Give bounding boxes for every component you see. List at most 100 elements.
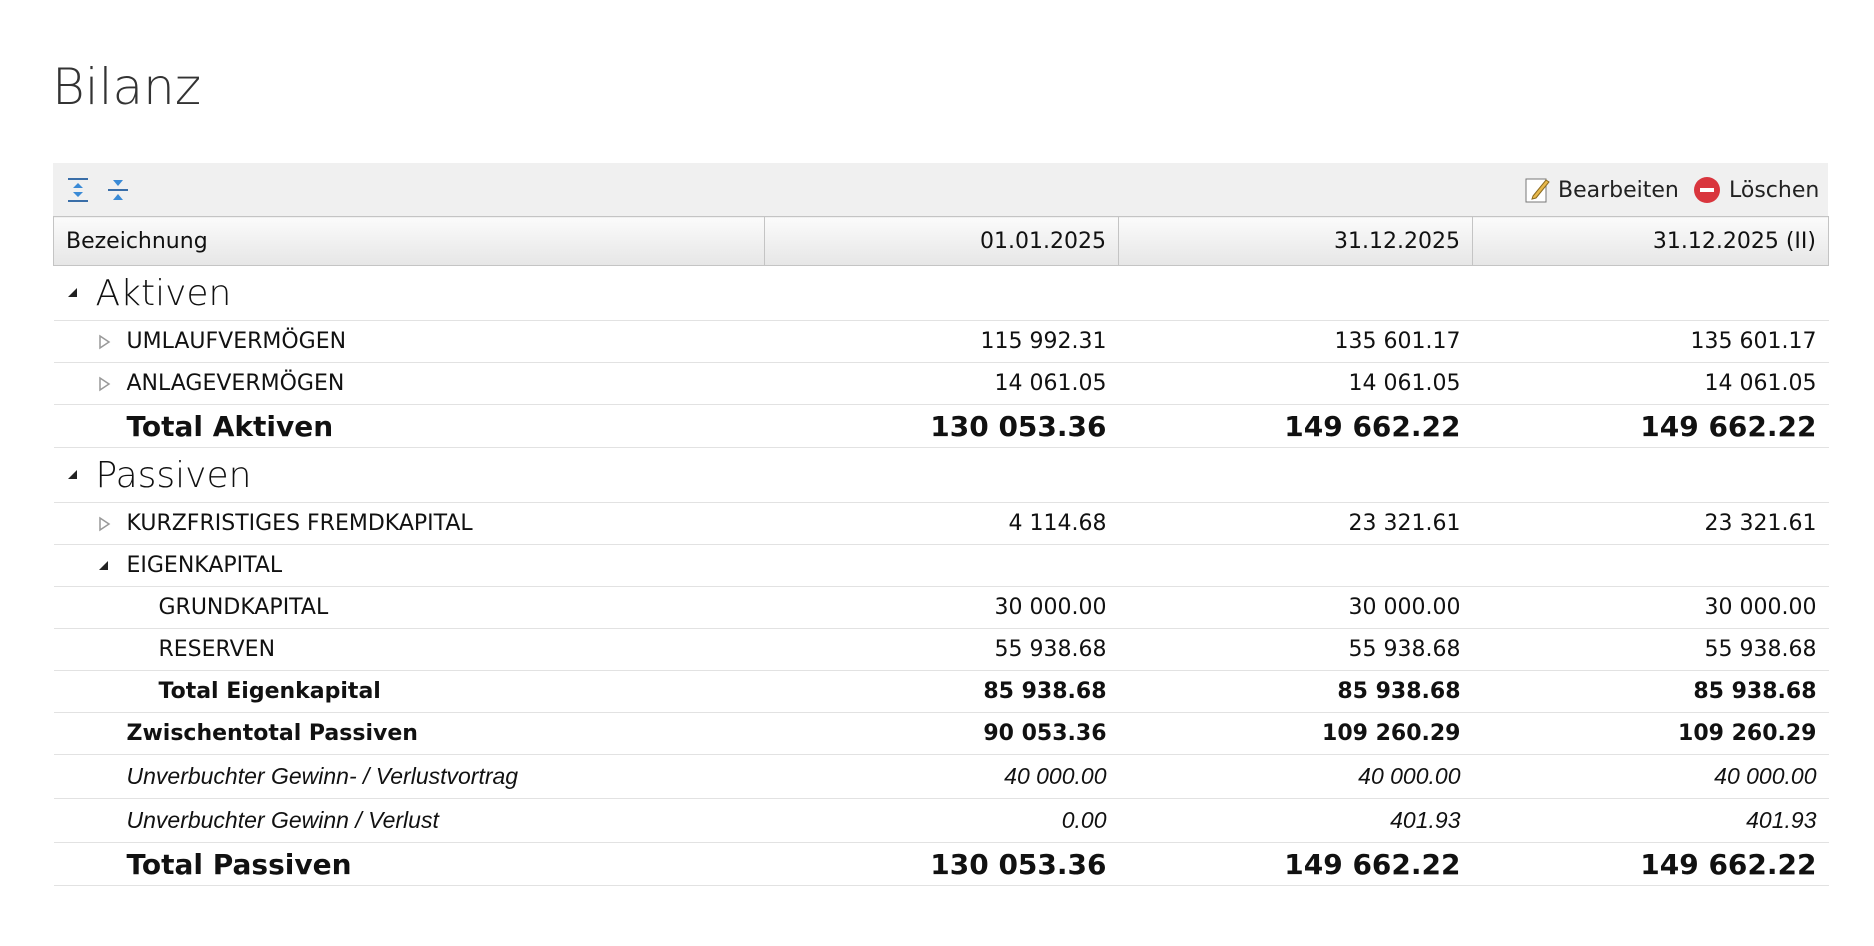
toolbar: Bearbeiten Löschen — [53, 163, 1828, 216]
row-label: GRUNDKAPITAL — [53, 586, 765, 629]
table-row[interactable]: UMLAUFVERMÖGEN 115 992.31 135 601.17 135 60… — [53, 320, 1829, 363]
row-label-text: Unverbuchter Gewinn- / Verlustvortrag — [126, 763, 519, 789]
table-row[interactable]: ANLAGEVERMÖGEN 14 061.05 14 061.05 14 061.0… — [53, 362, 1829, 405]
value-cell: 55 938.68 — [764, 628, 1119, 671]
column-header[interactable]: 01.01.2025 — [764, 216, 1119, 266]
table-row[interactable]: Zwischentotal Passiven 90 053.36 109 260.2… — [53, 712, 1829, 755]
value-cell — [1118, 265, 1473, 321]
row-label: RESERVEN — [53, 628, 765, 671]
edit-button[interactable]: Bearbeiten — [1524, 176, 1679, 204]
value-cell — [764, 447, 1119, 503]
row-label-text: Aktiven — [95, 272, 232, 314]
table-row[interactable]: Total Eigenkapital 85 938.68 85 938.68 85 9… — [53, 670, 1829, 713]
row-label: Zwischentotal Passiven — [53, 712, 765, 755]
value-cell: 30 000.00 — [1472, 586, 1829, 629]
table-row[interactable]: Unverbuchter Gewinn / Verlust 0.00 401.93 4… — [53, 798, 1829, 843]
row-label-text: EIGENKAPITAL — [126, 553, 283, 578]
value-cell: 149 662.22 — [1472, 404, 1829, 448]
value-cell: 14 061.05 — [1472, 362, 1829, 405]
delete-label[interactable]: Löschen — [1729, 177, 1820, 203]
value-cell: 130 053.36 — [764, 404, 1119, 448]
table-row[interactable]: Total Passiven 130 053.36 149 662.22 149 66… — [53, 842, 1829, 886]
page-title: Bilanz — [52, 58, 202, 116]
edit-label[interactable]: Bearbeiten — [1558, 177, 1679, 203]
value-cell: 40 000.00 — [1472, 754, 1829, 799]
row-label: KURZFRISTIGES FREMDKAPITAL — [53, 502, 765, 545]
row-label: Total Eigenkapital — [53, 670, 765, 713]
row-label: UMLAUFVERMÖGEN — [53, 320, 765, 363]
row-label-text: Passiven — [95, 454, 252, 496]
table-row[interactable]: RESERVEN 55 938.68 55 938.68 55 938.68 — [53, 628, 1829, 671]
table-row[interactable]: Aktiven — [53, 265, 1829, 321]
value-cell: 40 000.00 — [764, 754, 1119, 799]
value-cell: 55 938.68 — [1118, 628, 1473, 671]
row-label: Passiven — [53, 447, 765, 503]
value-cell: 0.00 — [764, 798, 1119, 843]
value-cell: 14 061.05 — [1118, 362, 1473, 405]
row-label-text: Total Eigenkapital — [158, 679, 381, 704]
value-cell: 109 260.29 — [1118, 712, 1473, 755]
table-row[interactable]: Total Aktiven 130 053.36 149 662.22 149 662… — [53, 404, 1829, 448]
value-cell — [1472, 447, 1829, 503]
value-cell: 149 662.22 — [1118, 404, 1473, 448]
value-cell — [1118, 544, 1473, 587]
row-label: ANLAGEVERMÖGEN — [53, 362, 765, 405]
value-cell: 30 000.00 — [1118, 586, 1473, 629]
row-label: Total Aktiven — [53, 404, 765, 448]
row-label-text: Total Aktiven — [126, 409, 334, 443]
row-label-text: ANLAGEVERMÖGEN — [126, 371, 345, 396]
row-label: Unverbuchter Gewinn / Verlust — [53, 798, 765, 843]
table-row[interactable]: Passiven — [53, 447, 1829, 503]
row-label: Aktiven — [53, 265, 765, 321]
row-label-text: Zwischentotal Passiven — [126, 721, 418, 746]
value-cell: 85 938.68 — [764, 670, 1119, 713]
tree-toggle[interactable] — [97, 334, 111, 350]
tree-toggle[interactable] — [66, 285, 80, 301]
value-cell — [1118, 447, 1473, 503]
value-cell: 130 053.36 — [764, 842, 1119, 886]
value-cell: 14 061.05 — [764, 362, 1119, 405]
value-cell: 85 938.68 — [1472, 670, 1829, 713]
row-label-text: UMLAUFVERMÖGEN — [126, 329, 347, 354]
value-cell: 40 000.00 — [1118, 754, 1473, 799]
row-label-text: Unverbuchter Gewinn / Verlust — [126, 807, 439, 833]
row-label: Unverbuchter Gewinn- / Verlustvortrag — [53, 754, 765, 799]
table-row[interactable]: KURZFRISTIGES FREMDKAPITAL 4 114.68 23 321… — [53, 502, 1829, 545]
value-cell: 135 601.17 — [1118, 320, 1473, 363]
row-label-text: RESERVEN — [158, 637, 276, 662]
tree-toggle[interactable] — [97, 516, 111, 532]
row-label-text: Total Passiven — [126, 847, 352, 881]
value-cell: 401.93 — [1118, 798, 1473, 843]
column-header[interactable]: 31.12.2025 (II) — [1472, 216, 1829, 266]
row-label: Total Passiven — [53, 842, 765, 886]
column-header[interactable]: Bezeichnung — [53, 216, 765, 266]
header-row: Bezeichnung 01.01.2025 31.12.2025 31.12.… — [53, 216, 1829, 266]
value-cell: 55 938.68 — [1472, 628, 1829, 671]
value-cell: 4 114.68 — [764, 502, 1119, 545]
table-row[interactable]: Unverbuchter Gewinn- / Verlustvortrag 40 … — [53, 754, 1829, 799]
row-label-text: GRUNDKAPITAL — [158, 595, 329, 620]
tree-toggle[interactable] — [97, 376, 111, 392]
value-cell: 90 053.36 — [764, 712, 1119, 755]
value-cell: 149 662.22 — [1118, 842, 1473, 886]
tree-toggle[interactable] — [66, 467, 80, 483]
tree-toggle[interactable] — [97, 558, 111, 574]
balance-table: Bezeichnung 01.01.2025 31.12.2025 31.12.… — [53, 216, 1829, 886]
row-label: EIGENKAPITAL — [53, 544, 765, 587]
value-cell: 109 260.29 — [1472, 712, 1829, 755]
value-cell: 135 601.17 — [1472, 320, 1829, 363]
table-row[interactable]: GRUNDKAPITAL 30 000.00 30 000.00 30 000.00 — [53, 586, 1829, 629]
value-cell: 115 992.31 — [764, 320, 1119, 363]
row-label-text: KURZFRISTIGES FREMDKAPITAL — [126, 511, 473, 536]
value-cell: 85 938.68 — [1118, 670, 1473, 713]
value-cell — [764, 265, 1119, 321]
value-cell: 149 662.22 — [1472, 842, 1829, 886]
collapse-all[interactable] — [105, 177, 131, 203]
delete-button[interactable]: Löschen — [1693, 176, 1819, 204]
expand-all[interactable] — [65, 177, 91, 203]
value-cell — [764, 544, 1119, 587]
column-header[interactable]: 31.12.2025 — [1118, 216, 1473, 266]
table-row[interactable]: EIGENKAPITAL — [53, 544, 1829, 587]
value-cell: 23 321.61 — [1118, 502, 1473, 545]
